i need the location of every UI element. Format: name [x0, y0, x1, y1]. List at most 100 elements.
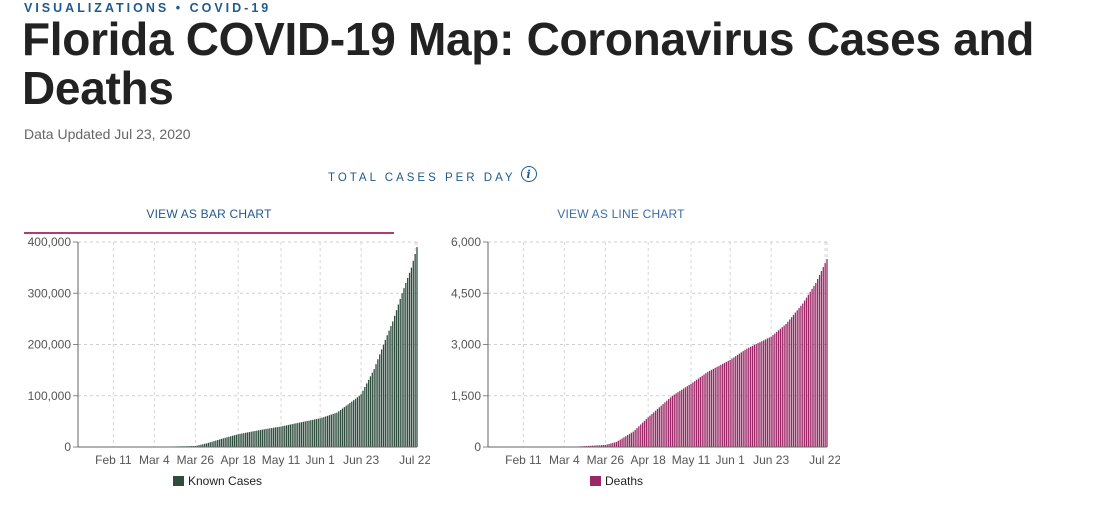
data-bar — [617, 440, 620, 447]
deaths-legend-label: Deaths — [605, 474, 644, 488]
deaths-chart: 0 1,500 3,000 4,500 6,000 Feb 11 Mar 4 Mar 26 Ap… — [451, 235, 840, 467]
data-bar — [647, 417, 649, 447]
info-icon[interactable]: i — [520, 166, 537, 182]
data-bar — [231, 435, 234, 447]
data-bar — [634, 429, 636, 447]
data-bar — [824, 263, 826, 447]
data-bar — [619, 439, 621, 447]
data-bar — [230, 436, 232, 447]
data-bar — [813, 285, 815, 447]
data-bar — [587, 445, 590, 447]
data-bar — [668, 399, 670, 447]
data-bar — [416, 247, 418, 448]
data-bar — [323, 417, 325, 447]
data-updated-label: Data Updated Jul 23, 2020 — [24, 126, 191, 142]
data-bar — [703, 374, 705, 447]
data-bar — [772, 335, 774, 447]
data-bar — [764, 339, 767, 447]
data-bar — [671, 395, 674, 447]
data-bar — [280, 426, 282, 447]
data-bar — [204, 443, 206, 447]
data-bar — [394, 315, 396, 447]
y-tick-label: 400,000 — [28, 235, 72, 249]
data-bar — [299, 422, 301, 447]
data-bar — [681, 389, 683, 447]
data-bar — [673, 394, 675, 447]
data-bar — [306, 420, 308, 447]
data-bar — [746, 348, 748, 447]
data-bar — [735, 356, 737, 447]
data-bar — [640, 424, 642, 447]
data-bar — [410, 267, 413, 448]
data-bar — [623, 437, 625, 447]
data-bar — [675, 393, 677, 447]
data-bar — [748, 347, 750, 447]
data-bar — [362, 390, 364, 448]
y-tick-label: 100,000 — [28, 389, 72, 403]
data-bar — [397, 304, 400, 447]
view-as-bar-chart-tab[interactable]: VIEW AS BAR CHART — [24, 206, 394, 234]
data-bar — [761, 341, 763, 447]
data-bar — [304, 421, 306, 448]
data-bar — [388, 330, 390, 447]
data-bar — [220, 438, 223, 447]
data-bar — [194, 445, 196, 447]
data-bar — [325, 416, 327, 447]
data-bar — [707, 371, 709, 447]
data-bar — [291, 424, 293, 447]
data-bar — [271, 428, 273, 447]
bar-series-0 — [149, 247, 418, 448]
data-bar — [669, 397, 672, 447]
data-bar — [766, 338, 769, 447]
data-bar — [295, 423, 297, 447]
section-kicker: VISUALIZATIONS • COVID-19 — [24, 1, 272, 15]
data-bar — [705, 373, 707, 447]
data-bar — [339, 409, 342, 447]
data-bar — [794, 312, 796, 447]
data-bar — [349, 402, 351, 447]
data-bar — [805, 297, 808, 447]
data-bar — [643, 420, 646, 447]
data-bar — [358, 395, 360, 447]
deaths-legend: Deaths — [590, 474, 643, 488]
data-bar — [733, 357, 735, 447]
data-bar — [276, 427, 278, 447]
data-bar — [297, 422, 299, 447]
x-tick-label: Jun 23 — [753, 453, 789, 467]
data-bar — [252, 431, 254, 447]
data-bar — [198, 445, 200, 447]
data-bar — [699, 377, 701, 447]
data-bar — [345, 405, 347, 447]
data-bar — [625, 436, 627, 447]
data-bar — [826, 259, 828, 447]
data-bar — [328, 415, 331, 447]
data-bar — [731, 358, 733, 447]
data-bar — [768, 337, 770, 447]
data-bar — [287, 424, 290, 447]
data-bar — [694, 381, 696, 447]
data-bar — [586, 445, 588, 447]
data-bar — [636, 428, 638, 447]
data-bar — [386, 335, 388, 447]
data-bar — [272, 427, 275, 447]
data-bar — [716, 366, 718, 447]
data-bar — [330, 414, 332, 447]
data-bar — [682, 388, 685, 447]
data-bar — [654, 410, 657, 447]
data-bar — [822, 267, 824, 447]
data-bar — [390, 326, 392, 447]
x-tick-label: Jun 1 — [305, 453, 335, 467]
data-bar — [809, 291, 811, 447]
data-bar — [265, 428, 267, 447]
data-bar — [692, 382, 694, 447]
data-bar — [364, 387, 366, 447]
data-bar — [597, 445, 599, 447]
data-bar — [804, 300, 806, 447]
data-bar — [723, 362, 726, 447]
view-as-line-chart-tab[interactable]: VIEW AS LINE CHART — [557, 207, 685, 221]
data-bar — [405, 283, 407, 447]
data-bar — [403, 288, 405, 448]
data-bar — [246, 432, 249, 447]
data-bar — [308, 420, 310, 447]
data-bar — [256, 430, 258, 447]
